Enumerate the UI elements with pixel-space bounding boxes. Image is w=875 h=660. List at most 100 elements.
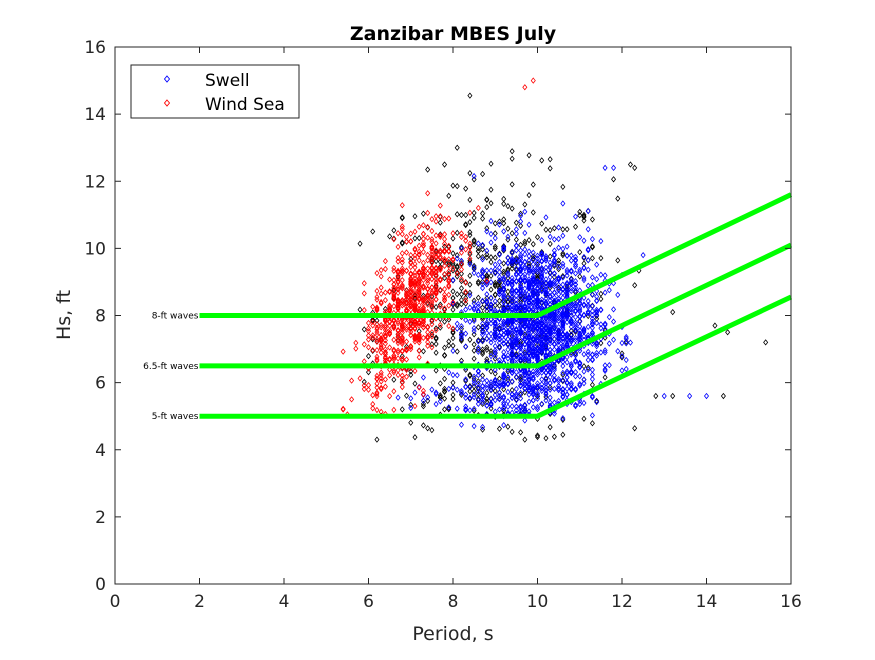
swell-point: [543, 268, 549, 275]
swell-point: [564, 252, 570, 259]
other-point: [475, 324, 481, 331]
wind-sea-point: [408, 230, 414, 237]
wind-sea-point: [391, 303, 397, 310]
swell-point: [433, 390, 439, 398]
other-point: [471, 331, 477, 338]
wind-sea-point: [429, 304, 435, 311]
swell-point: [530, 273, 536, 280]
swell-point: [530, 404, 536, 411]
other-point: [484, 356, 490, 363]
other-point: [484, 395, 490, 403]
swell-point: [501, 321, 507, 328]
other-point: [530, 181, 536, 188]
swell-point: [513, 326, 519, 333]
swell-point: [488, 352, 494, 360]
swell-point: [463, 406, 469, 413]
swell-point: [556, 332, 562, 339]
wind-sea-point: [416, 319, 422, 326]
other-point: [446, 261, 452, 268]
wind-sea-point: [467, 240, 473, 247]
swell-point: [560, 362, 566, 370]
other-point: [458, 357, 464, 364]
other-point: [480, 348, 486, 356]
wind-sea-point: [437, 233, 443, 240]
swell-point: [602, 367, 608, 375]
other-point: [408, 255, 414, 263]
swell-point: [551, 313, 557, 320]
wind-sea-point: [420, 222, 426, 229]
other-point: [433, 335, 439, 343]
swell-point: [594, 343, 600, 350]
wind-sea-point: [404, 290, 410, 297]
wind-sea-point: [412, 278, 418, 285]
other-point: [467, 388, 473, 395]
other-point: [475, 294, 481, 301]
other-point: [488, 258, 494, 266]
other-point: [437, 380, 443, 387]
swell-point: [530, 249, 536, 256]
wind-sea-point: [429, 256, 435, 263]
wind-sea-point: [378, 267, 384, 274]
swell-point: [577, 382, 583, 389]
swell-point: [534, 297, 541, 304]
swell-point: [589, 356, 595, 364]
wind-sea-point: [446, 268, 452, 275]
other-point: [720, 392, 726, 400]
other-point: [463, 185, 469, 192]
swell-point: [594, 308, 600, 315]
wind-sea-point: [433, 269, 439, 276]
swell-point: [543, 374, 549, 382]
swell-point: [496, 251, 502, 258]
swell-point: [573, 270, 579, 277]
swell-point: [526, 339, 532, 347]
swell-point: [543, 313, 549, 321]
other-point: [556, 260, 562, 267]
swell-point: [480, 280, 486, 288]
wind-sea-point: [374, 380, 380, 387]
swell-point: [530, 335, 536, 342]
swell-point: [530, 275, 536, 282]
swell-point: [556, 286, 562, 293]
wind-sea-point: [391, 367, 397, 374]
swell-point: [471, 300, 477, 307]
swell-point: [577, 327, 583, 334]
other-point: [518, 280, 524, 288]
swell-point: [556, 382, 562, 390]
wind-sea-point: [408, 303, 414, 310]
wind-sea-point: [404, 324, 410, 331]
swell-point: [585, 297, 591, 305]
wind-sea-point: [374, 269, 380, 277]
other-point: [446, 338, 452, 345]
other-point: [467, 371, 473, 378]
wind-sea-point: [374, 287, 380, 295]
swell-point: [509, 356, 515, 363]
wind-sea-point: [458, 266, 464, 273]
swell-point: [526, 373, 532, 380]
other-point: [420, 348, 426, 355]
swell-point: [589, 392, 595, 400]
swell-point: [505, 373, 511, 381]
swell-point: [589, 351, 595, 358]
wind-sea-point: [446, 248, 452, 255]
wind-sea-point: [378, 345, 384, 352]
swell-point: [581, 380, 587, 387]
wind-sea-point: [370, 347, 376, 354]
wind-sea-point: [374, 338, 380, 346]
wind-sea-point: [365, 325, 372, 332]
wind-sea-point: [412, 306, 418, 313]
swell-point: [501, 276, 507, 283]
wind-sea-point: [429, 298, 435, 306]
swell-point: [492, 329, 498, 336]
wind-sea-point: [395, 355, 401, 362]
wind-sea-point: [399, 250, 405, 257]
other-point: [505, 203, 511, 210]
other-point: [480, 215, 486, 222]
other-point: [475, 378, 481, 385]
swell-point: [526, 323, 532, 331]
swell-point: [513, 247, 519, 254]
other-point: [543, 435, 549, 442]
wind-sea-point: [374, 328, 380, 336]
wind-sea-point: [391, 347, 397, 355]
swell-point: [556, 263, 562, 271]
swell-point: [568, 312, 574, 319]
